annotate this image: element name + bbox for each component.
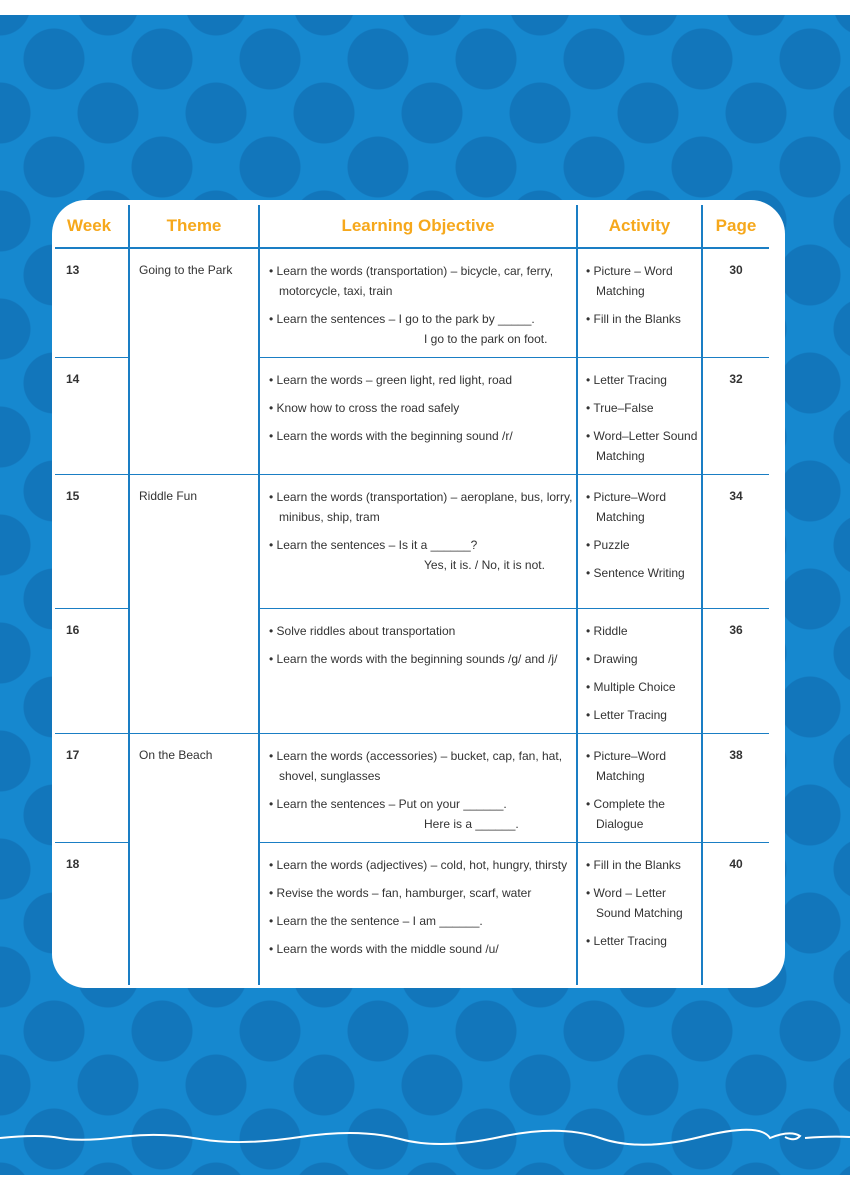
objective-continuation: Here is a ______. xyxy=(424,817,519,831)
activity-item: Picture–Word Matching xyxy=(586,487,701,527)
activity-item: Riddle xyxy=(586,621,701,641)
theme-cell: Going to the Park xyxy=(128,248,259,475)
objective-text: Learn the words with the beginning sound… xyxy=(276,429,513,443)
header-week: Week xyxy=(55,205,129,249)
objective-item: Learn the sentences – I go to the park b… xyxy=(269,309,576,349)
objective-item: Solve riddles about transportation xyxy=(269,621,576,641)
objective-item: Learn the words (adjectives) – cold, hot… xyxy=(269,855,576,875)
activity-item: Word–Letter Sound Matching xyxy=(586,426,701,466)
header-objective: Learning Objective xyxy=(258,205,577,249)
objective-item: Revise the words – fan, hamburger, scarf… xyxy=(269,883,576,903)
objective-item: Learn the words – green light, red light… xyxy=(269,370,576,390)
objective-text: Know how to cross the road safely xyxy=(276,401,460,415)
objective-text: Revise the words – fan, hamburger, scarf… xyxy=(276,886,532,900)
activity-cell: Picture–Word Matching Complete the Dialog… xyxy=(576,733,702,843)
activity-cell: Fill in the Blanks Word – Letter Sound Ma… xyxy=(576,842,702,985)
activity-item: Multiple Choice xyxy=(586,677,701,697)
page-number: 38 xyxy=(701,733,769,843)
activity-cell: Riddle Drawing Multiple Choice Letter Traci… xyxy=(576,608,702,734)
week-number: 14 xyxy=(55,357,129,475)
activity-item: Letter Tracing xyxy=(586,931,701,951)
week-number: 17 xyxy=(55,733,129,843)
objective-text: Solve riddles about transportation xyxy=(276,624,456,638)
activity-item: Drawing xyxy=(586,649,701,669)
table-header-row: Week Theme Learning Objective Activity P… xyxy=(55,205,769,249)
activity-cell: Picture–Word Matching Puzzle Sentence Writ… xyxy=(576,474,702,609)
page-number: 32 xyxy=(701,357,769,475)
objective-text: Learn the words – green light, red light… xyxy=(276,373,513,387)
objective-item: Learn the words with the beginning sound… xyxy=(269,426,576,446)
page-number: 34 xyxy=(701,474,769,609)
objective-item: Learn the words (transportation) – bicyc… xyxy=(269,261,576,301)
table-row: 16 Solve riddles about transportation Lear… xyxy=(55,608,769,734)
objective-text: Learn the sentences – I go to the park b… xyxy=(276,312,535,326)
objective-cell: Learn the words – green light, red light… xyxy=(258,357,577,475)
week-number: 18 xyxy=(66,857,80,871)
activity-item: Letter Tracing xyxy=(586,370,701,390)
activity-item: Word – Letter Sound Matching xyxy=(586,883,701,923)
objective-item: Learn the words (accessories) – bucket, … xyxy=(269,746,576,786)
wavy-line-decoration xyxy=(0,1128,850,1146)
objective-text: Learn the the sentence – I am ______. xyxy=(276,914,483,928)
header-page: Page xyxy=(701,205,769,249)
activity-item: True–False xyxy=(586,398,701,418)
header-theme: Theme xyxy=(128,205,259,249)
objective-continuation: Yes, it is. / No, it is not. xyxy=(424,558,545,572)
objective-item: Learn the the sentence – I am ______. xyxy=(269,911,576,931)
activity-item: Complete the Dialogue xyxy=(586,794,701,834)
table-row: 14 Learn the words – green light, red lig… xyxy=(55,357,769,475)
page-number: 40 xyxy=(701,842,769,985)
objective-text: Learn the words (transportation) – bicyc… xyxy=(276,264,554,298)
objective-text: Learn the words (adjectives) – cold, hot… xyxy=(276,858,568,872)
week-number: 13 xyxy=(55,248,129,358)
objective-text: Learn the sentences – Is it a ______? xyxy=(276,538,478,552)
objective-continuation: I go to the park on foot. xyxy=(424,332,548,346)
curriculum-table: Week Theme Learning Objective Activity P… xyxy=(55,205,769,985)
objective-item: Learn the words with the middle sound /u… xyxy=(269,939,576,959)
activity-item: Fill in the Blanks xyxy=(586,855,701,875)
header-activity: Activity xyxy=(576,205,702,249)
activity-cell: Picture – Word Matching Fill in the Blank… xyxy=(576,248,702,358)
activity-item: Picture–Word Matching xyxy=(586,746,701,786)
objective-item: Know how to cross the road safely xyxy=(269,398,576,418)
objective-cell: Learn the words (adjectives) – cold, hot… xyxy=(258,842,577,985)
objective-cell: Learn the words (transportation) – aerop… xyxy=(258,474,577,609)
theme-cell: On the Beach xyxy=(128,733,259,985)
objective-text: Learn the words (transportation) – aerop… xyxy=(276,490,573,524)
week-number: 16 xyxy=(55,608,129,734)
activity-item: Fill in the Blanks xyxy=(586,309,701,329)
objective-cell: Solve riddles about transportation Learn … xyxy=(258,608,577,734)
objective-cell: Learn the words (accessories) – bucket, … xyxy=(258,733,577,843)
activity-item: Letter Tracing xyxy=(586,705,701,725)
objective-cell: Learn the words (transportation) – bicyc… xyxy=(258,248,577,358)
week-number: 15 xyxy=(55,474,129,609)
theme-cell: Riddle Fun xyxy=(128,474,259,734)
objective-item: Learn the sentences – Put on your ______… xyxy=(269,794,576,834)
objective-text: Learn the words with the middle sound /u… xyxy=(276,942,499,956)
objective-item: Learn the sentences – Is it a ______? Yes… xyxy=(269,535,576,575)
activity-item: Picture – Word Matching xyxy=(586,261,701,301)
objective-text: Learn the words (accessories) – bucket, … xyxy=(276,749,563,783)
page-number: 30 xyxy=(701,248,769,358)
objective-item: Learn the words (transportation) – aerop… xyxy=(269,487,576,527)
objective-text: Learn the words with the beginning sound… xyxy=(276,652,558,666)
activity-item: Puzzle xyxy=(586,535,701,555)
table-row: 18 Learn the words (adjectives) – cold, h… xyxy=(55,842,769,985)
objective-text: Learn the sentences – Put on your ______… xyxy=(276,797,507,811)
page-number: 36 xyxy=(701,608,769,734)
activity-item: Sentence Writing xyxy=(586,563,701,583)
activity-cell: Letter Tracing True–False Word–Letter Soun… xyxy=(576,357,702,475)
objective-item: Learn the words with the beginning sound… xyxy=(269,649,576,669)
